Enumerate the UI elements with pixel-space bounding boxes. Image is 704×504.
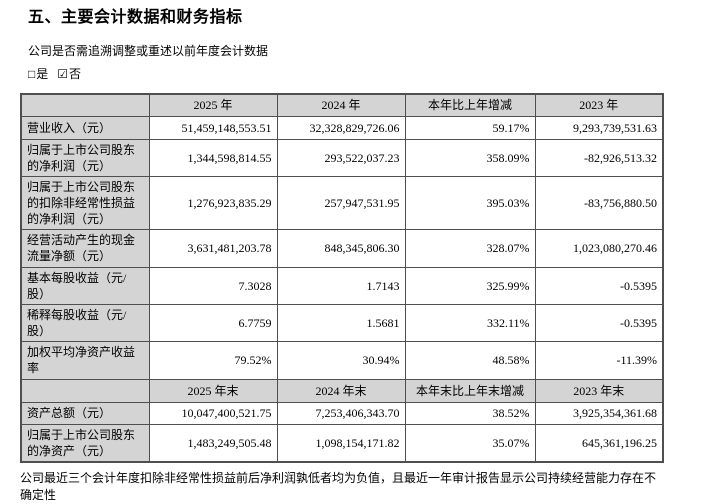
row-label: 归属于上市公司股东的扣除非经常性损益的净利润（元） (20, 175, 150, 230)
table-row-operating-cash-flow: 经营活动产生的现金流量净额（元） 3,631,481,203.78 848,34… (20, 228, 664, 268)
table-header-row-annual: 2025 年 2024 年 本年比上年增减 2023 年 (20, 93, 664, 117)
value-cell: 35.07% (404, 423, 536, 462)
document-page: 五、主要会计数据和财务指标 公司是否需追溯调整或重述以前年度会计数据 □是 ☑否… (0, 9, 704, 502)
value-cell: 7.3028 (148, 266, 278, 305)
table-header-cell: 2025 年末 (148, 378, 278, 403)
table-header-cell: 2023 年末 (534, 378, 664, 403)
table-row-weighted-avg-roe: 加权平均净资产收益率 79.52% 30.94% 48.58% -11.39% (20, 340, 664, 380)
value-cell: 32,328,829,726.06 (276, 115, 406, 140)
value-cell: 30.94% (276, 340, 406, 380)
value-cell: 1.5681 (276, 303, 406, 342)
value-cell: -0.5395 (534, 266, 664, 305)
value-cell: 328.07% (404, 228, 536, 268)
checkbox-no-label: 否 (69, 67, 82, 81)
value-cell: 1.7143 (276, 266, 406, 305)
value-cell: 6.7759 (148, 303, 278, 342)
row-label: 营业收入（元） (20, 115, 150, 140)
financial-indicators-table: 2025 年 2024 年 本年比上年增减 2023 年 营业收入（元） 51,… (20, 93, 664, 463)
value-cell: 332.11% (404, 303, 536, 342)
table-row-diluted-eps: 稀释每股收益（元/股） 6.7759 1.5681 332.11% -0.539… (20, 303, 664, 342)
table-header-cell (20, 93, 150, 117)
value-cell: 59.17% (404, 115, 536, 140)
value-cell: -0.5395 (534, 303, 664, 342)
row-label: 加权平均净资产收益率 (20, 340, 150, 380)
value-cell: 645,361,196.25 (534, 423, 664, 462)
value-cell: 848,345,806.30 (276, 228, 406, 268)
value-cell: 395.03% (404, 175, 536, 230)
table-header-row-year-end: 2025 年末 2024 年末 本年末比上年末增减 2023 年末 (20, 378, 664, 403)
restatement-question: 公司是否需追溯调整或重述以前年度会计数据 (28, 44, 269, 58)
table-header-cell: 2024 年末 (276, 378, 406, 403)
table-row-basic-eps: 基本每股收益（元/股） 7.3028 1.7143 325.99% -0.539… (20, 266, 664, 305)
checkbox-no[interactable]: ☑否 (57, 67, 81, 81)
row-label: 基本每股收益（元/股） (20, 266, 150, 305)
checkbox-yes[interactable]: □是 (28, 67, 48, 81)
value-cell: -82,926,513.32 (534, 138, 664, 177)
checkbox-yes-label: 是 (36, 67, 49, 81)
row-label: 归属于上市公司股东的净利润（元） (20, 138, 150, 177)
value-cell: 293,522,037.23 (276, 138, 406, 177)
value-cell: 1,344,598,814.55 (148, 138, 278, 177)
checkbox-line: □是 ☑否 (28, 67, 704, 82)
value-cell: -11.39% (534, 340, 664, 380)
value-cell: 1,023,080,270.46 (534, 228, 664, 268)
value-cell: 358.09% (404, 138, 536, 177)
row-label: 经营活动产生的现金流量净额（元） (20, 228, 150, 268)
table-header-cell: 2024 年 (276, 93, 406, 117)
value-cell: 79.52% (148, 340, 278, 380)
table-row-net-profit: 归属于上市公司股东的净利润（元） 1,344,598,814.55 293,52… (20, 138, 664, 177)
row-label: 归属于上市公司股东的净资产（元） (20, 423, 150, 462)
row-label: 资产总额（元） (20, 401, 150, 425)
table-row-net-assets: 归属于上市公司股东的净资产（元） 1,483,249,505.48 1,098,… (20, 423, 664, 462)
table-header-cell: 2023 年 (534, 93, 664, 117)
value-cell: 48.58% (404, 340, 536, 380)
value-cell: 257,947,531.95 (276, 175, 406, 230)
value-cell: 1,276,923,835.29 (148, 175, 278, 230)
value-cell: 9,293,739,531.63 (534, 115, 664, 140)
table-header-cell: 本年末比上年末增减 (404, 378, 536, 403)
row-label: 稀释每股收益（元/股） (20, 303, 150, 342)
value-cell: 325.99% (404, 266, 536, 305)
checkbox-checked-icon: ☑ (57, 67, 69, 81)
value-cell: 7,253,406,343.70 (276, 401, 406, 425)
value-cell: -83,756,880.50 (534, 175, 664, 230)
value-cell: 1,098,154,171.82 (276, 423, 406, 462)
page-title: 五、主要会计数据和财务指标 (28, 9, 243, 26)
checkbox-unchecked-icon: □ (28, 67, 36, 81)
value-cell: 3,631,481,203.78 (148, 228, 278, 268)
value-cell: 51,459,148,553.51 (148, 115, 278, 140)
table-header-cell (20, 378, 150, 403)
table-row-net-profit-excl-nonrecurring: 归属于上市公司股东的扣除非经常性损益的净利润（元） 1,276,923,835.… (20, 175, 664, 230)
value-cell: 10,047,400,521.75 (148, 401, 278, 425)
table-row-total-assets: 资产总额（元） 10,047,400,521.75 7,253,406,343.… (20, 401, 664, 425)
value-cell: 1,483,249,505.48 (148, 423, 278, 462)
table-header-cell: 本年比上年增减 (404, 93, 536, 117)
going-concern-note: 公司最近三个会计年度扣除非经常性损益前后净利润孰低者均为负值，且最近一年审计报告… (20, 470, 657, 502)
value-cell: 3,925,354,361.68 (534, 401, 664, 425)
table-row-revenue: 营业收入（元） 51,459,148,553.51 32,328,829,726… (20, 115, 664, 140)
table-header-cell: 2025 年 (148, 93, 278, 117)
value-cell: 38.52% (404, 401, 536, 425)
